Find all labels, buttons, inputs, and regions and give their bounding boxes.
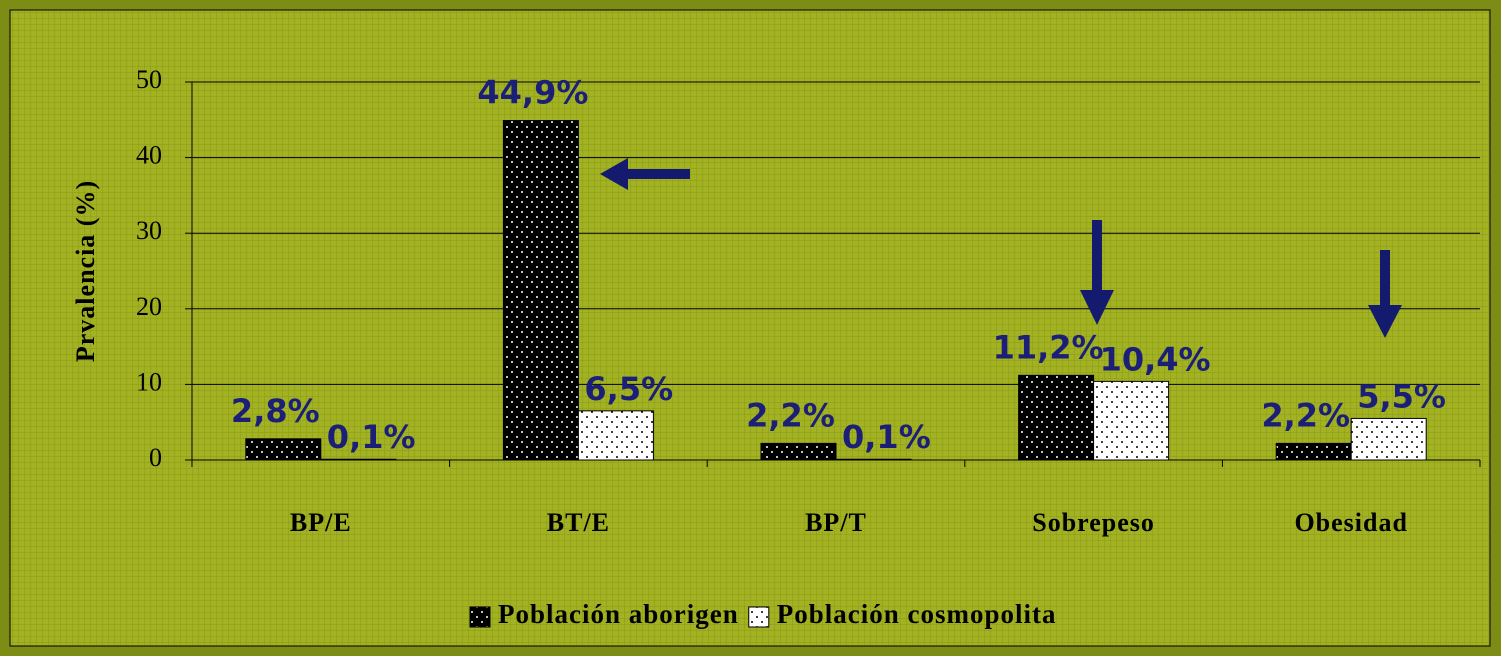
- y-axis-label: Prvalencia (%): [71, 180, 100, 362]
- y-tick-label: 30: [136, 216, 162, 245]
- chart-area: [9, 9, 1491, 647]
- y-tick-label: 10: [136, 367, 162, 396]
- legend: Población aborigen Población cosmopolita: [469, 599, 1057, 629]
- value-label: 10,4%: [1100, 340, 1211, 378]
- legend-swatch: [748, 606, 770, 628]
- value-label: 0,1%: [327, 418, 416, 456]
- bar: [245, 438, 322, 461]
- value-label: 0,1%: [842, 418, 931, 456]
- bar: [502, 120, 579, 461]
- arrows: [600, 158, 1402, 338]
- legend-swatch: [469, 606, 491, 628]
- bar: [1350, 417, 1427, 461]
- y-tick-label: 20: [136, 292, 162, 321]
- value-label: 6,5%: [584, 370, 673, 408]
- value-label: 44,9%: [477, 74, 588, 112]
- bar: [577, 410, 654, 461]
- arrow: [1368, 250, 1402, 338]
- bar: [760, 442, 837, 461]
- y-tick-label: 40: [136, 141, 162, 170]
- value-label: 2,2%: [1261, 396, 1350, 434]
- x-tick-label: BP/T: [805, 508, 867, 537]
- y-tick-label: 0: [149, 443, 162, 472]
- x-tick-label: Obesidad: [1294, 508, 1408, 537]
- legend-label: Población aborigen: [498, 599, 739, 629]
- arrow: [600, 158, 690, 190]
- value-label: 2,2%: [746, 396, 835, 434]
- value-label: 5,5%: [1357, 377, 1446, 415]
- x-tick-label: BT/E: [547, 508, 610, 537]
- x-tick-label: Sobrepeso: [1032, 508, 1155, 537]
- x-tick-label: BP/E: [290, 508, 352, 537]
- bar: [1275, 442, 1352, 461]
- value-label: 11,2%: [993, 328, 1104, 366]
- bar: [1093, 380, 1170, 461]
- legend-label: Población cosmopolita: [777, 599, 1057, 629]
- bar: [1018, 374, 1095, 461]
- arrow: [1080, 220, 1114, 325]
- y-tick-label: 50: [136, 65, 162, 94]
- value-label: 2,8%: [231, 392, 320, 430]
